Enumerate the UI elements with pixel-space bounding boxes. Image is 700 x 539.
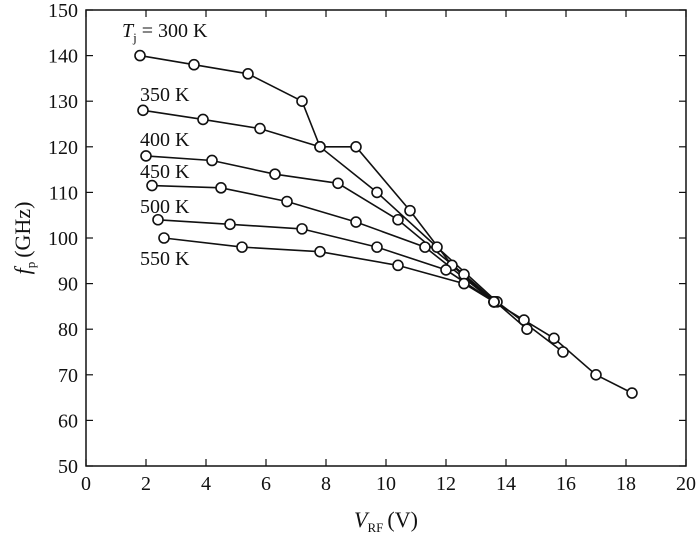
- data-point: [314, 141, 326, 153]
- y-tick-label: 130: [48, 91, 78, 113]
- y-tick-label: 90: [58, 274, 78, 296]
- data-point: [440, 264, 452, 276]
- x-tick-label: 4: [201, 473, 211, 495]
- x-tick-label: 16: [556, 473, 576, 495]
- data-point: [296, 95, 308, 107]
- series-lines: [139, 54, 633, 394]
- data-point: [146, 179, 158, 192]
- x-tick-label: 0: [81, 473, 91, 495]
- series-label: 350 K: [140, 84, 190, 106]
- data-point: [371, 241, 383, 253]
- series-label: Tj = 300 K: [122, 20, 208, 45]
- data-point: [350, 141, 362, 153]
- data-point: [371, 186, 383, 199]
- y-tick-label: 140: [48, 46, 78, 68]
- x-tick-label: 8: [321, 473, 331, 495]
- y-tick-label: 80: [58, 319, 78, 341]
- series-labels: Tj = 300 K 350 K 400 K 450 K 500 K 550 K: [122, 20, 208, 270]
- y-tick-label: 60: [58, 410, 78, 432]
- series-line-550k: [163, 237, 495, 303]
- data-point: [431, 241, 443, 253]
- y-tick-label: 50: [58, 456, 78, 478]
- data-point: [626, 387, 638, 399]
- series-line-350k: [142, 109, 564, 353]
- series-label: 500 K: [140, 196, 190, 218]
- series-line-300k: [139, 54, 633, 394]
- data-point: [224, 218, 236, 231]
- data-point: [152, 213, 164, 226]
- x-tick-label: 14: [496, 473, 516, 495]
- data-point: [548, 332, 560, 345]
- x-tick-label: 2: [141, 473, 151, 495]
- data-point: [254, 122, 266, 135]
- series-markers: [134, 49, 638, 399]
- series-label: 450 K: [140, 161, 190, 183]
- x-tick-label: 6: [261, 473, 271, 495]
- data-point: [236, 241, 248, 253]
- x-axis-title: VRF (V): [354, 507, 418, 535]
- data-point: [314, 245, 326, 258]
- y-axis-title: fp(GHz): [10, 202, 38, 275]
- data-point: [404, 204, 416, 217]
- data-point: [557, 346, 569, 358]
- data-point: [158, 232, 170, 244]
- x-tick-label: 18: [616, 473, 636, 495]
- axis-ticks: 0 2 4 6 8 10 12 14 16 18 20 50 60 70 80 90 100 110 120 130 1…: [48, 0, 696, 495]
- data-point: [134, 49, 146, 62]
- x-tick-label: 10: [376, 473, 396, 495]
- data-point: [242, 68, 254, 80]
- data-point: [140, 150, 152, 162]
- data-point: [215, 182, 227, 194]
- data-point: [488, 296, 500, 308]
- data-point: [521, 323, 533, 336]
- y-tick-label: 110: [49, 182, 78, 204]
- data-point: [296, 223, 308, 235]
- data-point: [137, 104, 149, 117]
- series-line-450k: [151, 184, 495, 303]
- data-point: [332, 177, 344, 190]
- y-tick-label: 70: [58, 365, 78, 387]
- series-line-500k: [157, 219, 495, 303]
- data-point: [350, 216, 362, 228]
- data-point: [392, 259, 404, 272]
- data-point: [206, 154, 218, 167]
- data-point: [188, 58, 200, 71]
- data-point: [197, 113, 209, 126]
- data-point: [458, 277, 470, 290]
- x-tick-label: 20: [676, 473, 696, 495]
- data-point: [269, 168, 281, 180]
- y-tick-label: 150: [48, 0, 78, 22]
- x-tick-label: 12: [436, 473, 456, 495]
- data-point: [419, 241, 431, 253]
- data-point: [281, 195, 293, 208]
- data-point: [392, 213, 404, 226]
- y-tick-label: 120: [48, 137, 78, 159]
- plot-frame: [85, 9, 687, 467]
- y-tick-label: 100: [48, 228, 78, 250]
- data-point: [590, 368, 602, 381]
- series-label: 400 K: [140, 129, 190, 151]
- series-label: 550 K: [140, 248, 190, 270]
